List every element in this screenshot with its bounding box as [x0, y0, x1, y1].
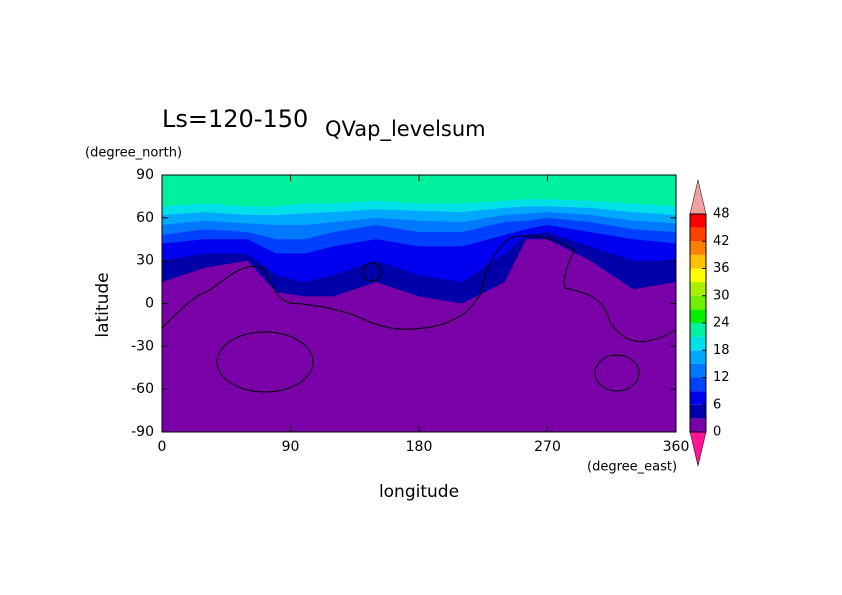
x-tick-label: 270	[534, 439, 561, 455]
topography-line	[362, 262, 382, 282]
y-tick-label: 30	[136, 253, 154, 269]
x-unit: (degree_east)	[587, 460, 677, 475]
colorbar-band	[690, 282, 706, 296]
colorbar-band	[690, 268, 706, 283]
chart-subtitle: QVap_levelsum	[325, 117, 486, 142]
colorbar-tick-label: 0	[713, 425, 721, 440]
colorbar-tick-label: 42	[713, 234, 730, 249]
topography-line	[161, 235, 677, 343]
topography-contours	[161, 235, 677, 393]
y-tick-label: 60	[136, 210, 154, 226]
x-tick-label: 90	[282, 439, 300, 455]
colorbar-band	[690, 363, 706, 378]
topography-line	[594, 354, 640, 392]
colorbar-band	[690, 241, 706, 255]
colorbar-band	[690, 214, 706, 228]
colorbar-tick-label: 30	[713, 288, 730, 303]
colorbar-band	[690, 391, 706, 405]
x-tick-label: 0	[158, 439, 167, 455]
colorbar-band	[690, 309, 706, 323]
colorbar-band	[690, 404, 706, 419]
y-tick-label: 0	[145, 296, 154, 312]
colorbar-band	[690, 254, 706, 269]
y-tick-label: -90	[131, 424, 154, 440]
colorbar-band	[690, 227, 706, 242]
x-tick-label: 180	[406, 439, 433, 455]
x-axis-label: longitude	[379, 482, 459, 502]
colorbar-band	[690, 295, 706, 310]
y-axis-label: latitude	[93, 272, 113, 337]
colorbar-tick-label: 24	[713, 316, 730, 331]
chart-title: Ls=120-150	[162, 105, 308, 133]
y-tick-label: -60	[131, 381, 154, 397]
y-tick-label: 90	[136, 167, 154, 183]
colorbar-tick-label: 12	[713, 370, 730, 385]
plot-area	[162, 175, 676, 432]
topography-line	[216, 331, 314, 393]
colorbar-band	[690, 350, 706, 364]
colorbar-band	[690, 336, 706, 351]
x-tick-label: 360	[663, 439, 690, 455]
y-tick-label: -30	[131, 338, 154, 354]
colorbar-band	[690, 323, 706, 337]
colorbar-tick-label: 36	[713, 261, 730, 276]
colorbar-tick-label: 48	[713, 207, 730, 222]
colorbar-tick-label: 6	[713, 397, 721, 412]
contour-fill	[162, 175, 676, 207]
colorbar-band	[690, 418, 706, 432]
colorbar-band	[690, 377, 706, 392]
y-unit: (degree_north)	[85, 146, 182, 161]
colorbar-tick-label: 18	[713, 343, 730, 358]
